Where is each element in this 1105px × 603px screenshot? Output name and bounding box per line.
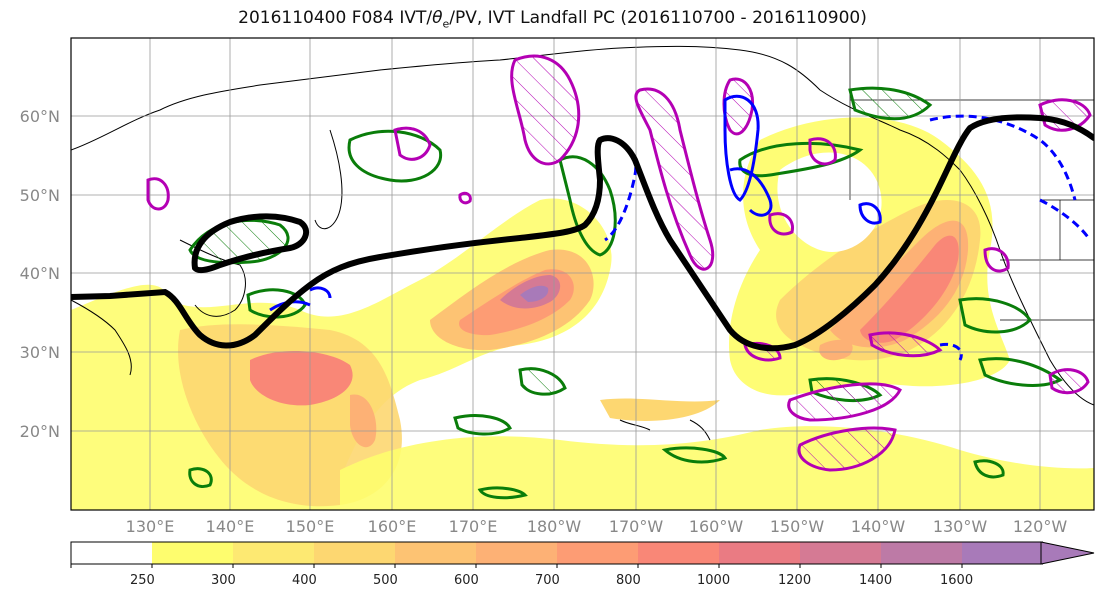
lon-label: 140°E	[206, 517, 255, 536]
colorbar-swatch	[233, 542, 314, 564]
colorbar-swatch	[395, 542, 476, 564]
colorbar-tick-label: 700	[535, 573, 560, 588]
colorbar-tick-label: 1600	[940, 573, 973, 588]
colorbar-swatch	[152, 542, 233, 564]
colorbar-tick-label: 400	[292, 573, 317, 588]
lon-label: 120°W	[1013, 517, 1068, 536]
lon-label: 150°E	[286, 517, 335, 536]
lat-label: 20°N	[20, 422, 60, 441]
lon-label: 170°E	[449, 517, 498, 536]
colorbar: 250 300 400 500 600 700 800 1000 1200 1400 1600	[70, 541, 1095, 588]
colorbar-extend-arrow	[1040, 541, 1095, 565]
lon-label: 130°E	[126, 517, 175, 536]
lat-label: 60°N	[20, 107, 60, 126]
colorbar-swatch	[557, 542, 638, 564]
colorbar-tick-label: 1000	[697, 573, 730, 588]
lon-label: 160°W	[689, 517, 744, 536]
colorbar-swatch	[881, 542, 962, 564]
colorbar-tick-label: 500	[373, 573, 398, 588]
colorbar-tick-label: 1400	[859, 573, 892, 588]
lat-label: 40°N	[20, 264, 60, 283]
ivt-landfall-contour-loop	[191, 213, 310, 274]
lon-label: 140°W	[851, 517, 906, 536]
lat-label: 50°N	[20, 186, 60, 205]
ivt-landfall-contour	[71, 114, 1094, 352]
lon-label: 170°W	[609, 517, 664, 536]
colorbar-swatch	[71, 542, 152, 564]
colorbar-swatch	[962, 542, 1043, 564]
latitude-labels: 60°N 50°N 40°N 30°N 20°N	[20, 107, 60, 441]
lon-label: 130°W	[933, 517, 988, 536]
ivt-shading	[71, 117, 1094, 510]
colorbar-tick-label: 250	[130, 573, 155, 588]
colorbar-swatch	[314, 542, 395, 564]
lon-label: 150°W	[770, 517, 825, 536]
colorbar-swatch	[719, 542, 800, 564]
colorbar-tick-label: 300	[211, 573, 236, 588]
colorbar-tick-label: 1200	[778, 573, 811, 588]
pv-positive-contours	[146, 54, 1092, 472]
colorbar-tick-label: 800	[616, 573, 641, 588]
lon-label: 180°W	[527, 517, 582, 536]
map-frame	[70, 37, 1095, 511]
colorbar-tick-label: 600	[454, 573, 479, 588]
colorbar-swatch	[476, 542, 557, 564]
map-title: 2016110400 F084 IVT/θe/PV, IVT Landfall …	[238, 8, 867, 31]
lat-label: 30°N	[20, 343, 60, 362]
colorbar-swatch	[800, 542, 881, 564]
map-area	[71, 38, 1094, 510]
colorbar-swatch	[638, 542, 719, 564]
pv-negative-contours	[269, 94, 1092, 361]
longitude-labels: 130°E 140°E 150°E 160°E 170°E 180°W 170°…	[126, 517, 1068, 536]
lon-label: 160°E	[368, 517, 417, 536]
